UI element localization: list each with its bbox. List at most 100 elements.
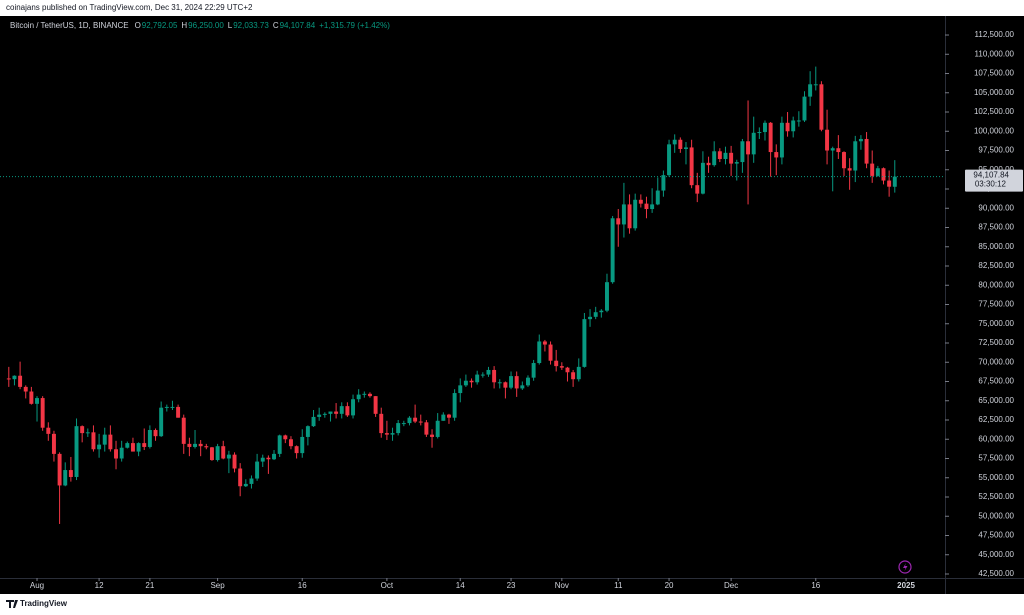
candle-body [887, 180, 892, 187]
candle-body [678, 139, 683, 149]
candle-body [599, 310, 604, 313]
legend-value: 94,107.84 [280, 21, 316, 30]
candle-body [418, 421, 423, 423]
candle-body [97, 444, 102, 450]
candle-body [650, 204, 655, 210]
y-tick-label: 42,500.00 [978, 569, 1014, 578]
y-tick-label: 82,500.00 [978, 261, 1014, 270]
candle-body [531, 363, 536, 378]
y-tick-label: 95,000.00 [978, 165, 1014, 174]
candle-body [712, 151, 717, 166]
candle-body [322, 413, 327, 415]
candle-body [684, 147, 688, 149]
candle-body [356, 394, 361, 400]
lightning-icon[interactable] [898, 560, 912, 574]
legend-key: C [273, 21, 279, 30]
candle-body [774, 152, 779, 158]
candle-body [142, 443, 147, 447]
candle-body [40, 398, 45, 428]
candle-body [283, 435, 288, 440]
candle-body [215, 446, 220, 461]
candle-body [266, 457, 271, 460]
candle-body [503, 382, 508, 388]
candle-body [12, 375, 17, 380]
candle-body [588, 316, 593, 320]
candle-body [706, 162, 711, 166]
candle-body [740, 141, 745, 163]
footer-brand: TradingView [20, 599, 68, 608]
candle-body [272, 453, 277, 460]
candle-body [571, 372, 576, 380]
candle-body [746, 141, 751, 155]
x-tick-label: 23 [507, 581, 516, 590]
legend-symbol: Bitcoin / TetherUS, 1D, BINANCE [10, 21, 129, 30]
candle-body [644, 203, 649, 210]
y-tick-label: 70,000.00 [978, 357, 1014, 366]
candle-body [80, 426, 85, 434]
candle-body [401, 423, 406, 425]
candle-body [458, 385, 463, 394]
candle-body [537, 341, 542, 364]
candle-body [51, 433, 56, 454]
candle-body [288, 439, 293, 447]
candle-body [221, 446, 226, 459]
candle-body [796, 120, 801, 122]
y-tick-label: 77,500.00 [978, 300, 1014, 309]
x-tick-label: 21 [145, 581, 154, 590]
candle-body [435, 420, 440, 437]
y-tick-label: 65,000.00 [978, 396, 1014, 405]
candle-body [565, 367, 570, 373]
candle-body [729, 152, 734, 164]
x-tick-label: Nov [555, 581, 569, 590]
candle-body [114, 449, 118, 459]
candle-body [232, 454, 237, 469]
candle-body [667, 144, 672, 176]
candle-body [853, 141, 858, 171]
candle-body [63, 470, 68, 486]
brand-logo [6, 600, 18, 608]
candle-body [593, 312, 598, 317]
candle-body [243, 483, 248, 487]
candle-body [779, 122, 784, 158]
candle-body [689, 147, 694, 186]
candle-body [187, 443, 192, 447]
candle-body [492, 369, 497, 383]
candle-body [452, 393, 457, 418]
candle-body [345, 406, 350, 416]
x-tick-label: 20 [665, 581, 674, 590]
candle-body [136, 443, 141, 452]
candle-body [717, 151, 722, 159]
candle-body [509, 376, 514, 388]
y-tick-label: 112,500.00 [975, 30, 1015, 39]
candle-body [108, 434, 113, 450]
candle-body [170, 406, 175, 408]
candle-body [91, 432, 96, 450]
y-tick-label: 100,000.00 [974, 126, 1015, 135]
candle-body [802, 96, 807, 121]
candle-body [751, 132, 756, 155]
candle-body [238, 468, 243, 487]
x-tick-label: 16 [298, 581, 307, 590]
candle-body [582, 319, 587, 367]
legend: Bitcoin / TetherUS, 1D, BINANCE O 92,792.0… [10, 21, 390, 30]
candle-body [791, 120, 796, 132]
lightning-bolt [903, 563, 908, 571]
y-tick-label: 72,500.00 [978, 338, 1014, 347]
candle-body [819, 84, 824, 130]
candle-body [734, 162, 739, 164]
candle-body [763, 122, 767, 133]
candle-body [226, 454, 231, 459]
y-tick-label: 87,500.00 [978, 223, 1014, 232]
candle-body [469, 380, 474, 383]
candle-body [446, 414, 451, 418]
candle-body [870, 163, 875, 176]
candle-body [813, 84, 818, 86]
candle-body [351, 399, 356, 416]
candle-body [842, 152, 846, 169]
candle-body [847, 168, 852, 171]
candle-body [768, 122, 773, 153]
legend-value: 92,792.05 [142, 21, 178, 30]
legend-value: 96,250.00 [188, 21, 224, 30]
y-tick-label: 80,000.00 [978, 280, 1014, 289]
